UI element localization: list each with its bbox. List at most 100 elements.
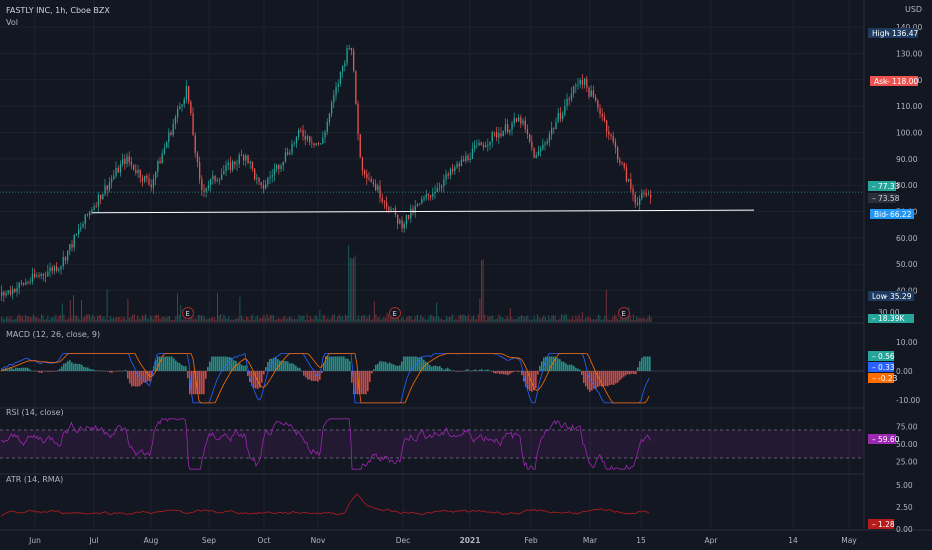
volume-bar (559, 318, 561, 322)
candle (328, 113, 331, 122)
candle (27, 282, 29, 283)
candle (573, 86, 575, 94)
time-axis-tick: Feb (524, 536, 538, 545)
volume-bar (338, 314, 340, 322)
volume-bar (529, 319, 530, 322)
volume-bar (359, 318, 361, 322)
volume-bar (15, 318, 17, 322)
volume-bar (397, 317, 399, 322)
volume-bar (258, 318, 260, 322)
volume-bar (449, 316, 450, 322)
volume-bar (543, 315, 545, 322)
volume-bar (602, 318, 604, 322)
macd-histogram-bar (75, 363, 77, 371)
macd-histogram-bar (339, 356, 341, 371)
macd-histogram-bar (7, 369, 9, 371)
volume-label: Vol (6, 18, 18, 27)
macd-histogram-bar (561, 361, 563, 371)
volume-bar (562, 315, 564, 322)
earnings-marker-label: E (621, 310, 625, 318)
volume-bar (573, 319, 575, 322)
macd-histogram-bar (491, 371, 493, 372)
candle (460, 159, 463, 166)
macd-histogram-bar (105, 371, 107, 372)
volume-bar (153, 319, 154, 322)
macd-histogram-bar (69, 360, 71, 371)
macd-histogram-bar (323, 363, 325, 371)
candle (372, 182, 375, 185)
candle (192, 113, 194, 136)
candle (104, 185, 106, 195)
macd-pane[interactable] (0, 352, 864, 404)
volume-bar (71, 317, 73, 322)
candle (507, 124, 509, 133)
volume-bar (591, 319, 593, 322)
svg-text:1.28: 1.28 (878, 520, 895, 529)
volume-bar (276, 319, 278, 322)
volume-bar (554, 315, 556, 322)
atr-pane[interactable] (0, 493, 650, 517)
volume-bar (423, 317, 425, 322)
candle (412, 208, 414, 214)
volume-bar (109, 316, 111, 322)
svg-text:Ask: Ask (874, 77, 888, 86)
volume-bar (549, 318, 551, 322)
candle (49, 267, 51, 272)
candle (548, 134, 551, 142)
macd-histogram-bar (155, 359, 157, 371)
macd-histogram-bar (507, 371, 509, 376)
candle (278, 165, 280, 169)
volume-bar (282, 317, 284, 322)
candle (201, 179, 203, 190)
macd-histogram-bar (57, 370, 59, 371)
price-axis-tick: 25.00 (896, 458, 918, 467)
macd-histogram-bar (39, 371, 41, 373)
support-trendline[interactable] (91, 209, 755, 214)
macd-histogram-bar (211, 356, 213, 371)
macd-histogram-bar (363, 371, 365, 395)
price-series[interactable] (0, 44, 864, 302)
candle (350, 47, 353, 51)
volume-bar (148, 319, 150, 322)
candle (335, 87, 337, 96)
volume-bar (426, 319, 428, 322)
volume-bar (634, 320, 636, 322)
candle (531, 141, 533, 148)
macd-histogram-bar (557, 358, 559, 371)
macd-histogram-bar (267, 361, 269, 371)
candle (381, 198, 383, 202)
volume-bar (165, 318, 167, 322)
macd-histogram-bar (441, 368, 443, 371)
price-axis-tick: 5.00 (896, 481, 913, 490)
macd-histogram-bar (177, 362, 179, 371)
volume-bar (101, 317, 103, 322)
volume-bar (255, 317, 257, 322)
rsi-pane[interactable] (0, 418, 864, 470)
macd-histogram-bar (477, 370, 479, 372)
volume-bar (297, 318, 298, 322)
candle (23, 283, 25, 285)
volume-bar (5, 317, 7, 322)
macd-histogram-bar (453, 370, 455, 371)
volume-bar (117, 317, 119, 322)
macd-histogram-bar (601, 371, 603, 387)
volume-bar (34, 317, 36, 322)
time-axis[interactable]: Jun Jul Aug Sep Oct Nov Dec 2021 Feb Mar 15 Apr 14 Ma… (28, 536, 857, 545)
candle (298, 130, 300, 137)
macd-histogram-bar (171, 356, 173, 371)
svg-text:–: – (872, 194, 876, 203)
candle (601, 114, 603, 117)
volume-bar (364, 315, 366, 322)
candle (262, 185, 265, 189)
volume-bar (41, 314, 42, 322)
volume-bar (295, 319, 297, 322)
candle (331, 102, 333, 114)
volume-bar (173, 319, 175, 322)
volume-bar (65, 319, 66, 322)
volume-bar (266, 314, 268, 322)
macd-histogram-bar (205, 371, 207, 379)
macd-histogram-bar (395, 365, 397, 371)
candle (163, 147, 166, 154)
